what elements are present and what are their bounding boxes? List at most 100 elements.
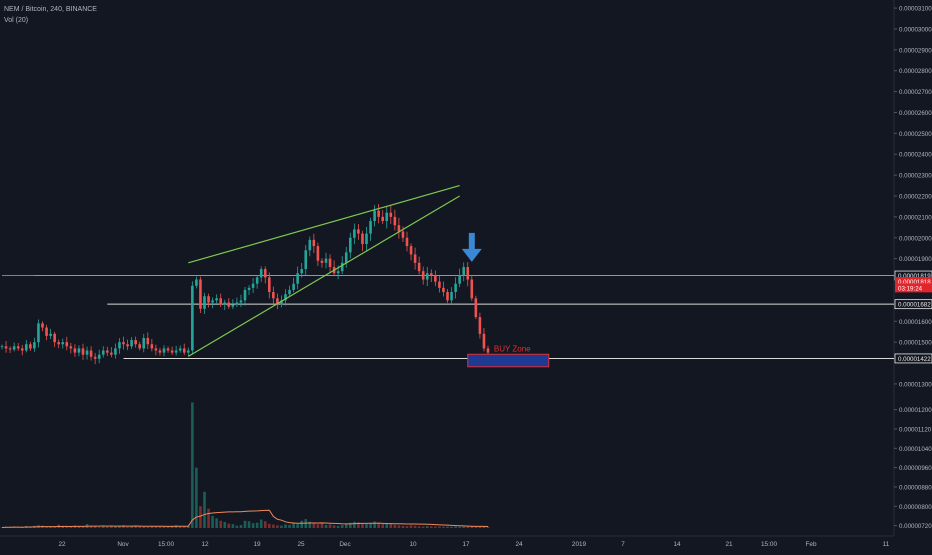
candle xyxy=(316,246,320,261)
candle xyxy=(97,354,101,359)
candle xyxy=(336,271,340,274)
volume-bar xyxy=(332,525,336,528)
price-axis-label: 0.00002400 xyxy=(899,152,932,159)
volume-bar xyxy=(93,526,97,528)
volume-bar xyxy=(203,491,206,528)
price-axis-label: 0.00002900 xyxy=(899,47,932,54)
candle xyxy=(357,229,360,234)
volume-bar xyxy=(288,524,291,528)
volume-bar xyxy=(377,523,380,528)
time-axis-label: 19 xyxy=(253,541,261,548)
candle xyxy=(187,350,190,353)
candle xyxy=(37,323,40,343)
volume-bar xyxy=(316,524,320,528)
price-marker-label: 0.00001818 xyxy=(898,279,931,286)
candle xyxy=(158,350,162,353)
volume-bar xyxy=(215,518,218,528)
volume-bar xyxy=(219,520,222,528)
candle xyxy=(142,337,146,349)
candle xyxy=(85,350,89,355)
volume-bar xyxy=(292,523,295,528)
time-axis-label: 14 xyxy=(673,541,681,548)
volume-bar xyxy=(263,521,267,528)
volume-bar xyxy=(336,525,340,528)
candle xyxy=(300,269,303,274)
candle xyxy=(308,239,312,251)
candle xyxy=(353,229,356,238)
candle xyxy=(255,277,259,284)
volume-bar xyxy=(442,526,445,528)
candle xyxy=(0,346,4,348)
candle xyxy=(320,260,324,263)
candle xyxy=(223,302,227,305)
candle xyxy=(207,296,210,303)
price-axis-label: 0.00001600 xyxy=(899,319,932,326)
volume-axis-label: 0.00001040 xyxy=(899,446,932,453)
price-axis-label: 0.00003100 xyxy=(899,6,932,13)
candle xyxy=(134,340,137,345)
time-axis-label: 10 xyxy=(409,541,417,548)
price-axis-label: 0.00002000 xyxy=(899,235,932,242)
candle xyxy=(280,300,283,305)
volume-bar xyxy=(227,523,231,528)
time-axis-label: 21 xyxy=(725,541,733,548)
candle xyxy=(215,298,218,301)
candle xyxy=(174,350,178,353)
volume-bar xyxy=(466,526,470,528)
volume-bar xyxy=(369,522,372,528)
candle xyxy=(219,298,222,305)
volume-bar xyxy=(259,519,263,528)
volume-bar xyxy=(280,525,283,528)
candle xyxy=(57,342,60,345)
candle xyxy=(126,344,129,347)
volume-bar xyxy=(166,526,170,528)
time-axis-label: Nov xyxy=(117,541,129,548)
candle xyxy=(182,348,186,353)
volume-bar xyxy=(110,526,113,528)
volume-bar xyxy=(130,526,133,528)
candle xyxy=(211,300,214,303)
candle xyxy=(61,342,65,345)
volume-bar xyxy=(223,521,227,528)
candle xyxy=(421,271,425,280)
volume-bar xyxy=(53,526,56,528)
candle xyxy=(235,302,239,305)
volume-bar xyxy=(45,526,48,528)
price-marker-label: 0.00001682 xyxy=(898,302,931,309)
candle xyxy=(458,275,461,284)
candle xyxy=(251,283,255,288)
volume-bar xyxy=(482,526,486,528)
volume-bar xyxy=(268,523,271,528)
volume-axis-label: 0.00000960 xyxy=(899,465,932,472)
candle xyxy=(199,279,202,309)
candle xyxy=(16,346,20,349)
trendline xyxy=(187,195,460,357)
volume-bar xyxy=(77,526,81,528)
time-axis-label: 22 xyxy=(58,541,66,548)
time-axis-label: 2019 xyxy=(572,541,587,548)
candle xyxy=(405,237,409,247)
volume-bar xyxy=(417,526,421,528)
candle xyxy=(328,258,332,267)
candle xyxy=(462,266,465,276)
volume-bar xyxy=(401,525,405,528)
volume-bar xyxy=(413,525,417,528)
candle xyxy=(268,277,271,293)
volume-bar xyxy=(182,526,186,528)
volume-bar xyxy=(421,526,425,528)
volume-bar xyxy=(324,524,328,528)
volume-bar xyxy=(187,525,190,528)
volume-bar xyxy=(251,523,255,528)
volume-bar xyxy=(454,526,457,528)
price-axis-label: 0.00001500 xyxy=(899,340,932,347)
candle xyxy=(369,221,372,234)
chart-title: NEM / Bitcoin, 240, BINANCE xyxy=(4,6,97,13)
candle xyxy=(430,273,433,276)
time-axis-label: 15:00 xyxy=(158,541,174,548)
price-axis-label: 0.00002800 xyxy=(899,68,932,75)
volume-label: Vol (20) xyxy=(4,17,29,24)
volume-bar xyxy=(89,525,93,528)
candle xyxy=(442,287,445,293)
